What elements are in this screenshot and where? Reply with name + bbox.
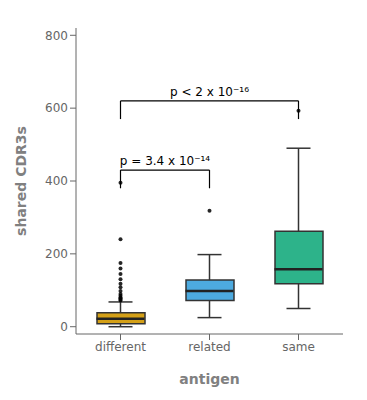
svg-text:800: 800 [45, 29, 68, 43]
svg-text:antigen: antigen [179, 371, 239, 387]
svg-text:0: 0 [60, 320, 68, 334]
svg-text:200: 200 [45, 247, 68, 261]
svg-text:same: same [282, 340, 315, 354]
svg-text:different: different [95, 340, 146, 354]
svg-text:p < 2 x 10⁻¹⁶: p < 2 x 10⁻¹⁶ [170, 85, 249, 99]
svg-text:400: 400 [45, 174, 68, 188]
svg-text:shared CDR3s: shared CDR3s [13, 126, 29, 236]
svg-text:related: related [188, 340, 230, 354]
svg-text:600: 600 [45, 101, 68, 115]
svg-text:p = 3.4 x 10⁻¹⁴: p = 3.4 x 10⁻¹⁴ [120, 154, 211, 168]
